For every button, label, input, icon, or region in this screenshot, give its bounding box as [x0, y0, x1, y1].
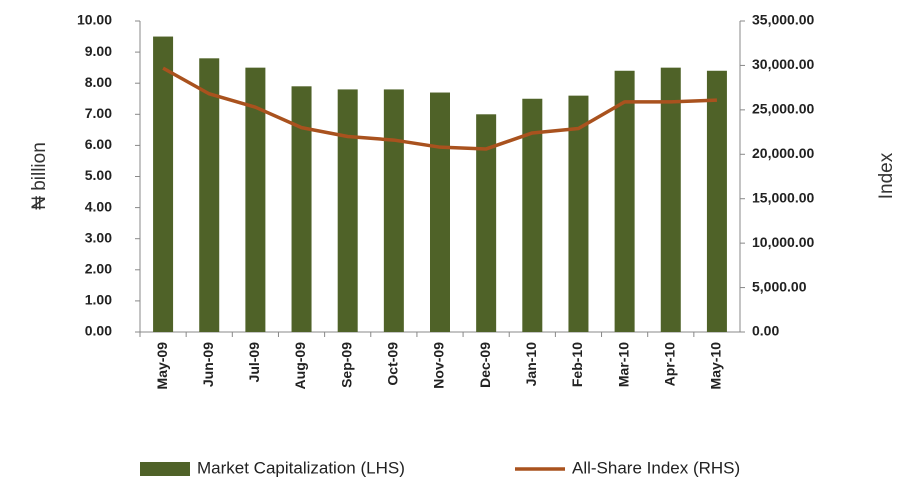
x-tick-label: Jun-09: [200, 342, 216, 387]
y-tick-label: 7.00: [85, 105, 112, 121]
x-tick-label: Dec-09: [477, 342, 493, 388]
y-tick-label: 8.00: [85, 74, 112, 90]
bar: [337, 89, 358, 332]
y2-tick-label: 10,000.00: [752, 234, 814, 250]
y2-tick-label: 30,000.00: [752, 56, 814, 72]
y-tick-label: 6.00: [85, 136, 112, 152]
y-tick-label: 4.00: [85, 198, 112, 214]
x-tick-label: Aug-09: [292, 342, 308, 390]
y2-axis-title: Index: [876, 152, 897, 199]
y-tick-label: 10.00: [77, 12, 112, 28]
x-tick-label: Mar-10: [615, 342, 631, 387]
x-tick-label: May-10: [708, 342, 724, 390]
legend-swatch: [140, 462, 190, 476]
bar: [291, 86, 312, 332]
y-tick-label: 5.00: [85, 167, 112, 183]
y-tick-label: 0.00: [85, 323, 112, 339]
x-tick-label: Oct-09: [385, 342, 401, 386]
bar: [245, 67, 266, 333]
x-tick-label: Apr-10: [661, 342, 677, 387]
x-tick-label: Jul-09: [246, 342, 262, 383]
bar: [430, 92, 450, 332]
line: [162, 66, 717, 151]
x-tick-label: Nov-09: [431, 342, 447, 389]
y2-tick-label: 25,000.00: [752, 101, 814, 117]
bar: [476, 114, 497, 332]
y-axis-title: ₦ billion: [29, 142, 50, 210]
bar: [568, 95, 589, 332]
y-tick-label: 1.00: [85, 292, 112, 308]
bar: [383, 89, 404, 332]
bar: [660, 67, 681, 333]
y-tick-label: 3.00: [85, 229, 112, 245]
legend-text: Market Capitalization (LHS): [197, 458, 405, 477]
x-tick-label: Jan-10: [523, 342, 539, 387]
bar: [614, 70, 635, 332]
bar: [153, 36, 174, 333]
bar: [199, 58, 220, 332]
x-tick-label: Feb-10: [569, 342, 585, 387]
y2-tick-label: 20,000.00: [752, 145, 814, 161]
y2-tick-label: 0.00: [752, 323, 779, 339]
x-tick-label: May-09: [154, 342, 170, 390]
legend-text: All-Share Index (RHS): [572, 458, 740, 477]
y2-tick-label: 5,000.00: [752, 278, 807, 294]
x-tick-label: Sep-09: [338, 342, 354, 388]
y-tick-label: 9.00: [85, 43, 112, 59]
bar: [706, 70, 727, 332]
y2-tick-label: 15,000.00: [752, 189, 814, 205]
y-tick-label: 2.00: [85, 261, 112, 277]
bar: [522, 98, 543, 332]
y2-tick-label: 35,000.00: [752, 12, 814, 28]
